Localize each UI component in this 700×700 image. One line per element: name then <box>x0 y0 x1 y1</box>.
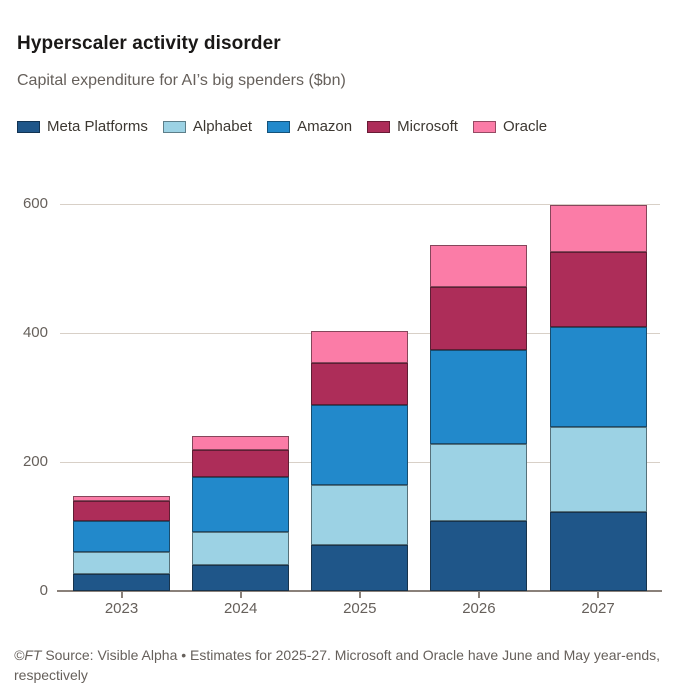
legend-swatch-icon <box>162 120 186 133</box>
bar-segment <box>73 573 170 591</box>
bar-segment <box>192 449 290 478</box>
legend-swatch-icon <box>367 120 391 133</box>
bar-segment <box>192 565 290 591</box>
legend-item-label: Alphabet <box>192 118 253 135</box>
bar-segment <box>549 327 647 427</box>
chart-subtitle: Capital expenditure for AI’s big spender… <box>17 72 346 89</box>
x-axis-label: 2027 <box>581 600 615 617</box>
bar-segment <box>192 531 290 566</box>
chart-legend: Meta Platforms Alphabet Amazon Microsoft Ora… <box>17 118 547 135</box>
page-title: Hyperscaler activity disorder <box>17 32 281 54</box>
bar-segment <box>311 545 409 591</box>
x-axis-label: 2026 <box>462 600 496 617</box>
bar-segment <box>73 500 170 521</box>
bar-segment <box>549 204 647 253</box>
bar-segment <box>549 512 647 591</box>
bar-segment <box>73 495 170 501</box>
legend-item-label: Oracle <box>502 118 548 135</box>
legend-item-label: Meta Platforms <box>47 118 148 135</box>
bar-segment <box>311 404 409 486</box>
x-axis-line <box>57 590 662 592</box>
bar-segment <box>430 520 528 591</box>
legend-item: Microsoft <box>367 118 458 135</box>
x-tick-mark <box>120 592 123 598</box>
source-note: ©FT Source: Visible Alpha • Estimates fo… <box>14 645 690 686</box>
x-axis-label: 2025 <box>343 600 377 617</box>
legend-swatch-icon <box>472 120 496 133</box>
x-tick-mark <box>239 592 242 598</box>
bar-segment <box>549 252 647 328</box>
x-tick-mark <box>477 592 480 598</box>
gridline <box>60 204 660 205</box>
bar-segment <box>73 552 170 574</box>
x-axis-label: 2024 <box>223 600 258 617</box>
legend-item: Oracle <box>472 118 548 135</box>
bar-segment <box>430 349 528 444</box>
y-axis-label: 600 <box>22 195 48 212</box>
legend-item: Alphabet <box>162 118 253 135</box>
bar-segment <box>549 426 647 513</box>
bar-segment <box>192 477 290 532</box>
y-axis-label: 0 <box>39 582 48 599</box>
legend-item: Amazon <box>267 118 352 135</box>
legend-item-label: Amazon <box>297 118 353 135</box>
x-tick-mark <box>597 592 599 598</box>
source-text: Source: Visible Alpha • Estimates for 20… <box>14 647 661 684</box>
x-tick-mark <box>358 592 361 598</box>
bar-segment <box>430 245 528 288</box>
legend-item: Meta Platforms <box>17 118 148 135</box>
bar-segment <box>192 435 290 450</box>
legend-swatch-icon <box>17 120 40 133</box>
bar-segment <box>430 287 528 350</box>
y-axis-label: 200 <box>22 453 48 470</box>
bar-segment <box>311 331 409 364</box>
bar-segment <box>73 520 170 553</box>
legend-item-label: Microsoft <box>397 118 458 135</box>
ft-copyright: ©FT <box>14 647 42 663</box>
legend-swatch-icon <box>267 120 291 133</box>
bar-segment <box>311 485 409 546</box>
x-axis-label: 2023 <box>104 600 139 617</box>
bar-segment <box>430 443 528 521</box>
y-axis-label: 400 <box>22 324 48 341</box>
bar-segment <box>311 363 409 405</box>
